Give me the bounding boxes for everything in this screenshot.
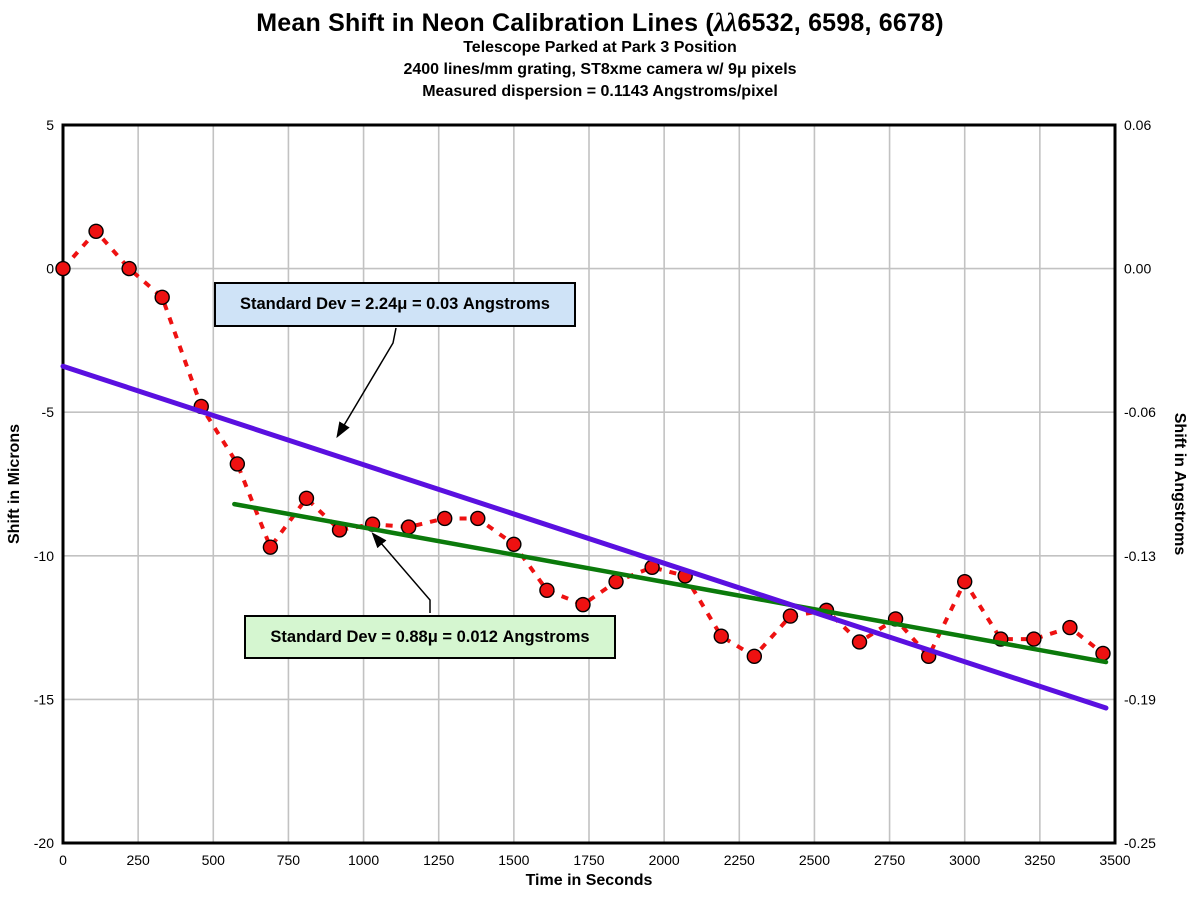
frame [61, 123, 1117, 845]
data-point-marker [55, 260, 71, 277]
x-tick-label: 1250 [423, 852, 454, 868]
stddev-annotation-purple-fit: Standard Dev = 2.24μ = 0.03 Angstroms [214, 282, 576, 327]
data-point-marker [437, 510, 453, 527]
x-tick-label: 3000 [949, 852, 980, 868]
y-left-tick-label: 0 [46, 261, 54, 277]
y-left-tick-label: 5 [46, 117, 54, 133]
data-point-marker [851, 634, 868, 650]
data-point-marker [1026, 631, 1042, 647]
data-point-marker [262, 539, 279, 555]
x-tick-label: 2750 [874, 852, 905, 868]
data-point-marker [229, 456, 246, 472]
x-tick-label: 2500 [799, 852, 830, 868]
data-point-marker [746, 648, 763, 665]
plot-frame [61, 123, 1117, 845]
data-point-marker [575, 596, 591, 613]
linear-fit-purple [60, 363, 1109, 711]
data-point-marker [88, 223, 104, 239]
data-point-marker [713, 628, 729, 644]
y-right-tick-label: -0.13 [1124, 548, 1156, 564]
x-tick-label: 2250 [724, 852, 755, 868]
x-tick-label: 2000 [649, 852, 680, 868]
y-left-tick-label: -5 [42, 404, 55, 420]
data-point-marker [470, 510, 486, 527]
chart-title-prefix: Mean Shift in Neon Calibration Lines ( [256, 9, 714, 37]
title-block: Mean Shift in Neon Calibration Lines (λλ… [0, 9, 1200, 103]
x-tick-labels: 0 250 500 750 1000 1250 1500 1750 2000 2250 2500 27… [59, 852, 1131, 868]
y-right-tick-label: 0.06 [1124, 117, 1151, 133]
x-tick-label: 750 [277, 852, 301, 868]
x-tick-label: 3500 [1099, 852, 1130, 868]
chart-subtitle-park-position: Telescope Parked at Park 3 Position [463, 39, 737, 56]
lambda-symbols: λλ [713, 8, 738, 37]
data-point-marker [400, 519, 417, 535]
y-axis-left-title: Shift in Microns [6, 424, 23, 544]
y-left-tick-label: -15 [34, 691, 54, 707]
data-point-marker [1062, 619, 1078, 636]
x-tick-label: 1500 [498, 852, 529, 868]
data-point-marker [782, 608, 799, 624]
y-left-tick-labels: 5 0 -5 -10 -15 -20 [34, 117, 54, 851]
x-tick-label: 1000 [348, 852, 379, 868]
x-tick-label: 0 [59, 852, 67, 868]
data-point-marker [608, 573, 624, 590]
data-point-marker [957, 573, 973, 590]
x-tick-label: 1750 [573, 852, 604, 868]
y-axis-right-title: Shift in Angstroms [1171, 412, 1188, 556]
data-point-marker [121, 260, 137, 277]
chart-subtitle-instrument: 2400 lines/mm grating, ST8xme camera w/ … [403, 61, 797, 78]
chart-title-suffix: 6532, 6598, 6678) [737, 9, 944, 37]
stddev-annotation-green-fit: Standard Dev = 0.88μ = 0.012 Angstroms [244, 615, 616, 659]
data-point-marker [154, 289, 170, 306]
x-tick-label: 3250 [1024, 852, 1055, 868]
y-right-tick-label: -0.25 [1124, 835, 1156, 851]
x-tick-label: 250 [126, 852, 150, 868]
data-point-marker [298, 490, 315, 507]
y-right-tick-label: -0.06 [1124, 404, 1156, 420]
data-point-marker [539, 582, 555, 598]
chart-subtitle-dispersion: Measured dispersion = 0.1143 Angstroms/p… [422, 83, 778, 100]
data-point-marker [506, 536, 522, 553]
gridlines [63, 125, 1115, 843]
y-right-tick-label: -0.19 [1124, 691, 1156, 707]
linear-fit-green [232, 501, 1109, 665]
x-axis-title: Time in Seconds [525, 872, 653, 889]
y-left-tick-label: -10 [34, 548, 54, 564]
chart-title: Mean Shift in Neon Calibration Lines (λλ… [0, 8, 1200, 38]
y-right-tick-label: 0.00 [1124, 261, 1151, 277]
linear-fit-green-trend-line [232, 501, 1109, 665]
x-tick-label: 500 [202, 852, 226, 868]
y-right-tick-labels: 0.06 0.00 -0.06 -0.13 -0.19 -0.25 [1124, 117, 1156, 851]
y-left-tick-label: -20 [34, 835, 54, 851]
linear-fit-purple-trend-line [60, 363, 1109, 711]
